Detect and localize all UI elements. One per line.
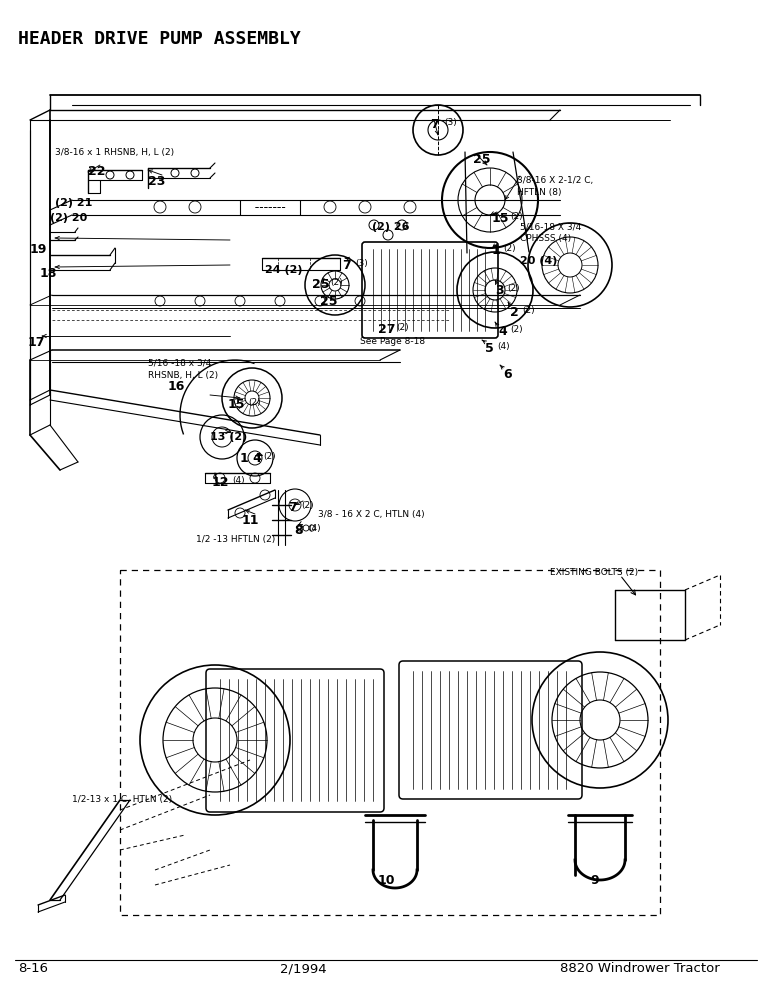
Text: 22: 22 bbox=[88, 165, 106, 178]
Text: 2/1994: 2/1994 bbox=[280, 962, 327, 975]
Text: (2) 20: (2) 20 bbox=[50, 213, 87, 223]
Text: (2) 26: (2) 26 bbox=[372, 222, 409, 232]
Text: 3/8-16 X 2-1/2 C,: 3/8-16 X 2-1/2 C, bbox=[517, 176, 593, 185]
Text: 5/16-18 X 3/4: 5/16-18 X 3/4 bbox=[520, 222, 581, 231]
Text: 17: 17 bbox=[28, 336, 46, 349]
Text: (4): (4) bbox=[497, 342, 510, 351]
Text: (3): (3) bbox=[444, 118, 457, 127]
Text: 7: 7 bbox=[430, 118, 438, 131]
Text: 18: 18 bbox=[40, 267, 57, 280]
Text: 1/2-13 x 1 C, HTLN (2): 1/2-13 x 1 C, HTLN (2) bbox=[72, 795, 172, 804]
Text: 25: 25 bbox=[312, 278, 330, 291]
Text: 9: 9 bbox=[590, 874, 598, 887]
Text: 1: 1 bbox=[492, 244, 501, 257]
Text: 24 (2): 24 (2) bbox=[265, 265, 303, 275]
Text: 8: 8 bbox=[294, 524, 303, 537]
Text: 27: 27 bbox=[378, 323, 395, 336]
Text: 4: 4 bbox=[498, 325, 506, 338]
Text: (4): (4) bbox=[232, 476, 245, 485]
Text: (3): (3) bbox=[355, 259, 367, 268]
Text: 3/8 - 16 X 2 C, HTLN (4): 3/8 - 16 X 2 C, HTLN (4) bbox=[318, 510, 425, 519]
Text: CPHSSS (4): CPHSSS (4) bbox=[520, 234, 571, 243]
Text: HEADER DRIVE PUMP ASSEMBLY: HEADER DRIVE PUMP ASSEMBLY bbox=[18, 30, 301, 48]
Text: (4): (4) bbox=[308, 524, 320, 533]
Text: (2) 21: (2) 21 bbox=[55, 198, 93, 208]
Text: 10: 10 bbox=[378, 874, 395, 887]
Text: 12: 12 bbox=[212, 476, 229, 489]
Text: 3/8-16 x 1 RHSNB, H, L (2): 3/8-16 x 1 RHSNB, H, L (2) bbox=[55, 148, 174, 157]
Text: 8820 Windrower Tractor: 8820 Windrower Tractor bbox=[560, 962, 720, 975]
Text: EXISTING BOLTS (2): EXISTING BOLTS (2) bbox=[550, 568, 638, 577]
Text: 5: 5 bbox=[485, 342, 494, 355]
Text: 16: 16 bbox=[168, 380, 185, 393]
Text: (2): (2) bbox=[503, 244, 516, 253]
Text: See Page 8-18: See Page 8-18 bbox=[360, 337, 425, 346]
Text: (2): (2) bbox=[522, 306, 535, 315]
Text: HFTLN (8): HFTLN (8) bbox=[517, 188, 561, 197]
Text: 15: 15 bbox=[492, 212, 510, 225]
Text: (2): (2) bbox=[507, 284, 520, 293]
Text: (2): (2) bbox=[510, 212, 523, 221]
Text: (2): (2) bbox=[510, 325, 523, 334]
Text: 7: 7 bbox=[342, 259, 350, 272]
Text: 25: 25 bbox=[473, 153, 490, 166]
Text: 1 4: 1 4 bbox=[240, 452, 262, 465]
Text: 15: 15 bbox=[228, 398, 245, 411]
Text: 20 (4): 20 (4) bbox=[520, 256, 557, 266]
Text: 5/16 -18 x 3/4: 5/16 -18 x 3/4 bbox=[148, 359, 212, 368]
Text: RHSNB, H, L (2): RHSNB, H, L (2) bbox=[148, 371, 218, 380]
Text: (2): (2) bbox=[301, 501, 313, 510]
Text: (2): (2) bbox=[248, 398, 261, 407]
Text: 2: 2 bbox=[510, 306, 519, 319]
Text: 19: 19 bbox=[30, 243, 47, 256]
Text: 25: 25 bbox=[320, 295, 337, 308]
Text: 8-16: 8-16 bbox=[18, 962, 48, 975]
Text: 13 (2): 13 (2) bbox=[210, 432, 247, 442]
Text: 3: 3 bbox=[495, 284, 503, 297]
Text: (2): (2) bbox=[263, 452, 276, 461]
Text: (2): (2) bbox=[396, 323, 408, 332]
Text: (2): (2) bbox=[330, 278, 343, 287]
Text: 1/2 -13 HFTLN (2): 1/2 -13 HFTLN (2) bbox=[196, 535, 276, 544]
Text: 7: 7 bbox=[288, 501, 296, 514]
Text: 11: 11 bbox=[242, 514, 259, 527]
Text: 6: 6 bbox=[503, 368, 512, 381]
Text: 23: 23 bbox=[148, 175, 165, 188]
